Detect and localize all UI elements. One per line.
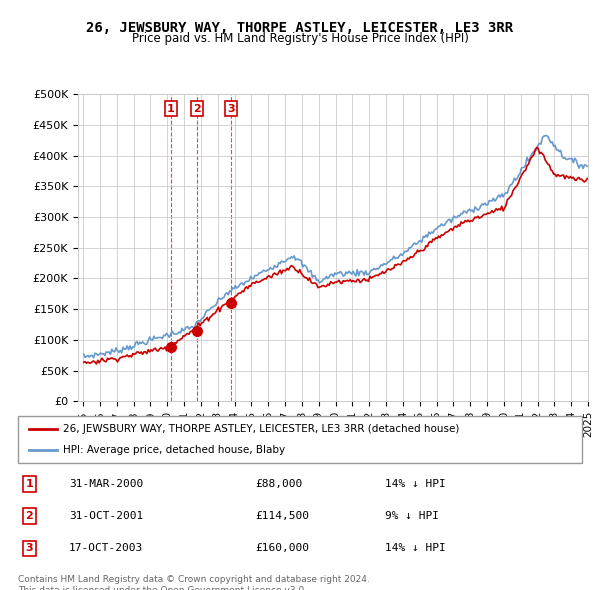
Text: 2: 2 xyxy=(25,512,33,521)
Text: £114,500: £114,500 xyxy=(255,512,309,521)
Text: 31-OCT-2001: 31-OCT-2001 xyxy=(69,512,143,521)
Text: 9% ↓ HPI: 9% ↓ HPI xyxy=(385,512,439,521)
Text: 3: 3 xyxy=(227,104,235,114)
Text: Contains HM Land Registry data © Crown copyright and database right 2024.
This d: Contains HM Land Registry data © Crown c… xyxy=(18,575,370,590)
Text: 1: 1 xyxy=(167,104,175,114)
Text: 14% ↓ HPI: 14% ↓ HPI xyxy=(385,479,445,489)
Text: 17-OCT-2003: 17-OCT-2003 xyxy=(69,543,143,553)
Text: 3: 3 xyxy=(25,543,33,553)
Text: 31-MAR-2000: 31-MAR-2000 xyxy=(69,479,143,489)
Text: HPI: Average price, detached house, Blaby: HPI: Average price, detached house, Blab… xyxy=(63,445,285,455)
Text: 1: 1 xyxy=(25,479,33,489)
Text: £88,000: £88,000 xyxy=(255,479,302,489)
Text: 26, JEWSBURY WAY, THORPE ASTLEY, LEICESTER, LE3 3RR: 26, JEWSBURY WAY, THORPE ASTLEY, LEICEST… xyxy=(86,21,514,35)
Text: £160,000: £160,000 xyxy=(255,543,309,553)
Text: 26, JEWSBURY WAY, THORPE ASTLEY, LEICESTER, LE3 3RR (detached house): 26, JEWSBURY WAY, THORPE ASTLEY, LEICEST… xyxy=(63,424,460,434)
FancyBboxPatch shape xyxy=(18,416,582,463)
Text: 14% ↓ HPI: 14% ↓ HPI xyxy=(385,543,445,553)
Text: Price paid vs. HM Land Registry's House Price Index (HPI): Price paid vs. HM Land Registry's House … xyxy=(131,32,469,45)
Text: 2: 2 xyxy=(193,104,201,114)
